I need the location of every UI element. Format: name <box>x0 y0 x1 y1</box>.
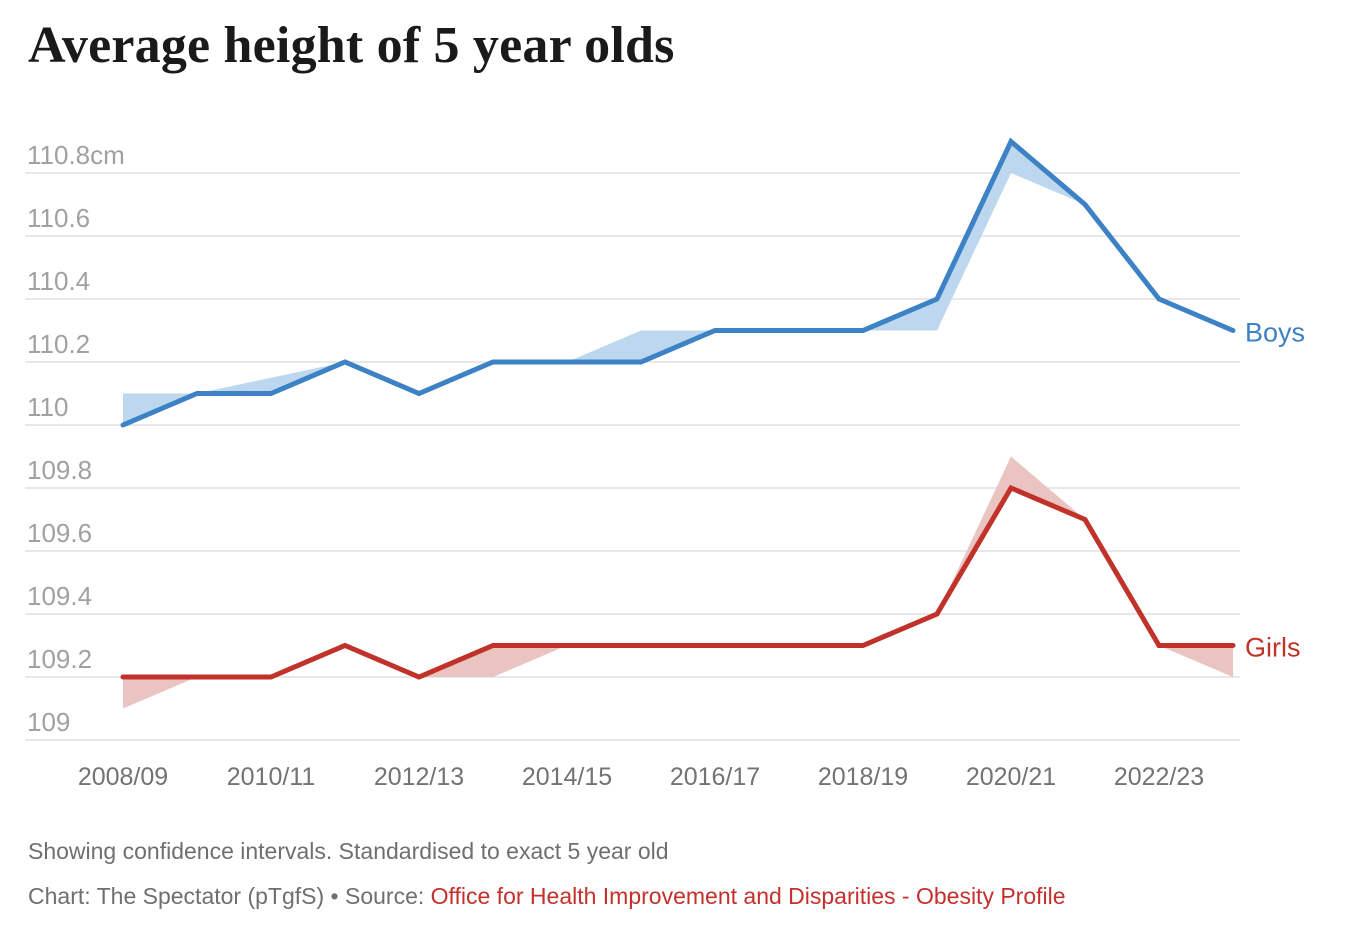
y-tick-label-110.4: 110.4 <box>27 266 90 296</box>
y-tick-label-109.4: 109.4 <box>27 581 92 611</box>
y-tick-label-110.8cm: 110.8cm <box>27 140 125 170</box>
boys-confidence-band <box>123 141 1233 425</box>
x-tick-label-2008/09: 2008/09 <box>78 763 168 791</box>
y-tick-label-110: 110 <box>27 392 68 422</box>
girls-line <box>120 484 1236 680</box>
source-link[interactable]: Office for Health Improvement and Dispar… <box>430 883 1066 909</box>
series-label-boys: Boys <box>1245 318 1305 348</box>
chart-title: Average height of 5 year olds <box>28 17 675 74</box>
x-tick-label-2012/13: 2012/13 <box>374 763 464 791</box>
x-tick-label-2020/21: 2020/21 <box>966 763 1056 791</box>
x-tick-label-2014/15: 2014/15 <box>522 763 612 791</box>
credit-prefix: Chart: The Spectator (pTgfS) • Source: <box>28 883 431 909</box>
x-tick-label-2022/23: 2022/23 <box>1114 763 1204 791</box>
y-tick-label-109.8: 109.8 <box>27 455 92 485</box>
boys-line <box>120 137 1236 428</box>
y-tick-label-109.2: 109.2 <box>27 644 92 674</box>
y-tick-label-110.6: 110.6 <box>27 203 90 233</box>
chart-credit: Chart: The Spectator (pTgfS) • Source: O… <box>28 883 1066 910</box>
x-tick-label-2018/19: 2018/19 <box>818 763 908 791</box>
x-tick-label-2016/17: 2016/17 <box>670 763 760 791</box>
y-tick-label-110.2: 110.2 <box>27 329 90 359</box>
chart-footnote: Showing confidence intervals. Standardis… <box>28 838 669 864</box>
x-tick-label-2010/11: 2010/11 <box>227 763 316 791</box>
series-label-girls: Girls <box>1245 633 1301 663</box>
y-tick-label-109: 109 <box>27 707 70 737</box>
y-tick-label-109.6: 109.6 <box>27 518 92 548</box>
